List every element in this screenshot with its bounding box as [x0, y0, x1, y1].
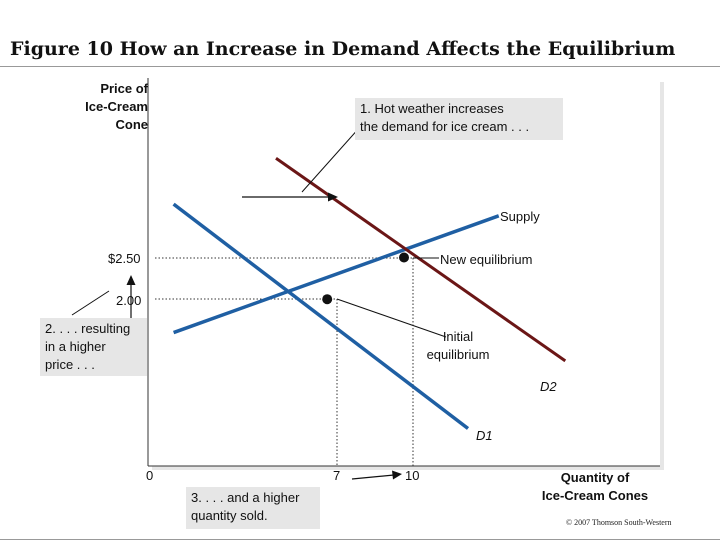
annotation-hot-weather-line2: the demand for ice cream . . . — [360, 119, 530, 134]
d2-label: D2 — [540, 379, 557, 394]
plot-area — [148, 78, 660, 466]
quantity-arrow-head — [392, 470, 402, 480]
demand-curve-d2 — [275, 157, 567, 363]
copyright-text: © 2007 Thomson South-Western — [566, 518, 672, 527]
annotation-hot-weather-line1: 1. Hot weather increases — [360, 101, 504, 116]
annotation-hot-weather: 1. Hot weather increases the demand for … — [355, 98, 563, 140]
y-axis-label-line1: Price of — [100, 81, 148, 96]
new-equilibrium-label: New equilibrium — [440, 252, 533, 267]
callout-initial-equilibrium — [336, 298, 447, 338]
supply-curve — [173, 214, 500, 335]
y-axis-label-line3: Cone — [115, 117, 149, 132]
initial-equilibrium-label-line2: equilibrium — [426, 347, 490, 362]
price-arrow-head — [126, 275, 136, 285]
annotation-higher-price-line3: price . . . — [45, 357, 95, 372]
y-axis-label: Price of Ice-Cream Cone — [40, 80, 148, 134]
initial-equilibrium-label: Initial equilibrium — [420, 328, 496, 364]
y-axis-label-line2: Ice-Cream — [85, 99, 148, 114]
initial-equilibrium-label-line1: Initial — [442, 329, 474, 344]
x-tick-7: 7 — [333, 468, 341, 483]
x-tick-10: 10 — [405, 468, 420, 483]
quantity-arrow-line — [351, 474, 395, 480]
shift-arrow-head — [328, 192, 338, 202]
title-divider — [0, 66, 720, 67]
annotation-higher-price: 2. . . . resulting in a higher price . .… — [40, 318, 147, 376]
x-tick-0: 0 — [146, 468, 154, 483]
new-equilibrium-point — [399, 252, 409, 263]
demand-curve-d1 — [172, 202, 470, 430]
initial-equilibrium-point — [322, 294, 333, 305]
callout-hot-weather — [301, 126, 361, 193]
annotation-higher-price-line2: in a higher — [45, 339, 106, 354]
d1-label: D1 — [476, 428, 493, 443]
y-tick-2.00: 2.00 — [116, 293, 142, 308]
annotation-higher-price-line1: 2. . . . resulting — [45, 321, 131, 336]
figure-title: Figure 10 How an Increase in Demand Affe… — [10, 38, 676, 60]
x-axis-label-line2: Ice-Cream Cones — [541, 488, 649, 503]
callout-price-box — [71, 290, 110, 316]
supply-label: Supply — [500, 209, 540, 224]
y-tick-2.50: $2.50 — [108, 251, 141, 266]
annotation-quantity-sold-line1: 3. . . . and a higher — [191, 490, 300, 505]
x-axis-label: Quantity of Ice-Cream Cones — [520, 469, 670, 505]
annotation-quantity-sold: 3. . . . and a higher quantity sold. — [186, 487, 320, 529]
annotation-quantity-sold-line2: quantity sold. — [191, 508, 268, 523]
x-axis-label-line1: Quantity of — [560, 470, 630, 485]
